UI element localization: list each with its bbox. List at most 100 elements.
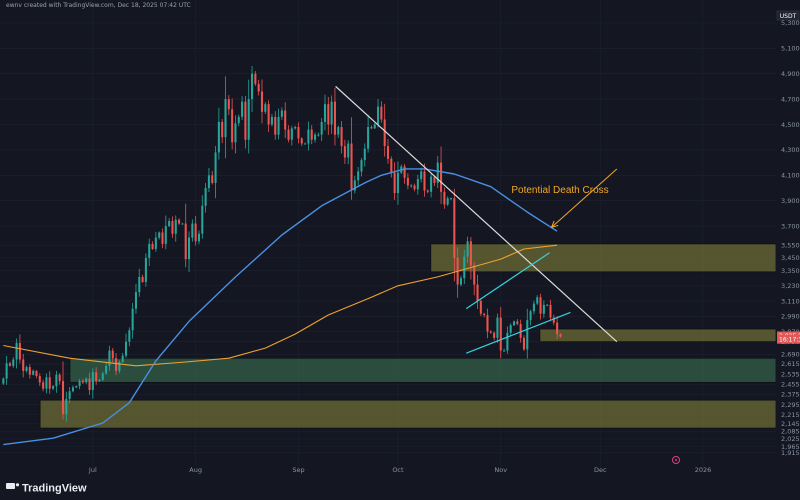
candle[interactable] — [386, 138, 390, 164]
candle[interactable] — [483, 312, 486, 318]
candle[interactable] — [115, 353, 118, 376]
candle[interactable] — [436, 156, 439, 189]
candle[interactable] — [251, 66, 254, 113]
candle[interactable] — [476, 274, 479, 309]
candle[interactable] — [284, 102, 287, 139]
candle[interactable] — [244, 95, 247, 149]
candle[interactable] — [453, 188, 456, 282]
candle[interactable] — [88, 372, 91, 395]
candle[interactable] — [241, 96, 244, 121]
candle[interactable] — [503, 348, 506, 352]
candle[interactable] — [174, 215, 177, 242]
candle[interactable] — [254, 71, 257, 86]
candle[interactable] — [360, 157, 363, 177]
candle[interactable] — [416, 174, 419, 195]
candle[interactable] — [184, 203, 187, 268]
candle[interactable] — [522, 335, 525, 352]
candle[interactable] — [542, 300, 545, 318]
candle[interactable] — [42, 379, 45, 392]
candle[interactable] — [473, 261, 476, 296]
candle[interactable] — [353, 175, 356, 194]
candle[interactable] — [350, 117, 353, 200]
candle[interactable] — [211, 170, 214, 185]
candle[interactable] — [304, 142, 307, 145]
candle[interactable] — [396, 161, 399, 205]
candle[interactable] — [257, 79, 260, 96]
candle[interactable] — [426, 189, 429, 194]
candle[interactable] — [141, 274, 144, 283]
candle[interactable] — [161, 228, 164, 249]
candle[interactable] — [5, 355, 8, 385]
candle[interactable] — [287, 125, 290, 143]
candle[interactable] — [45, 373, 48, 394]
candle[interactable] — [529, 309, 532, 326]
candle[interactable] — [466, 236, 469, 263]
candle[interactable] — [15, 338, 18, 369]
candle[interactable] — [178, 218, 181, 225]
candle[interactable] — [217, 107, 220, 160]
candle[interactable] — [58, 373, 61, 385]
candle[interactable] — [512, 320, 516, 327]
candle[interactable] — [128, 327, 131, 347]
candle[interactable] — [68, 387, 71, 404]
candle[interactable] — [310, 125, 313, 145]
candle[interactable] — [274, 111, 277, 140]
candle[interactable] — [171, 216, 174, 238]
candle[interactable] — [81, 378, 84, 384]
candle[interactable] — [277, 108, 280, 140]
candle[interactable] — [280, 107, 283, 120]
candle[interactable] — [367, 114, 370, 153]
price-axis-panel[interactable] — [776, 0, 800, 470]
candle[interactable] — [131, 302, 134, 339]
candle[interactable] — [317, 132, 320, 137]
candle[interactable] — [264, 102, 267, 115]
candle[interactable] — [134, 283, 137, 314]
candle[interactable] — [463, 249, 466, 285]
candle[interactable] — [201, 195, 204, 239]
candle[interactable] — [101, 371, 104, 382]
candle[interactable] — [323, 94, 327, 131]
candle[interactable] — [373, 122, 376, 129]
candle[interactable] — [75, 385, 78, 389]
candle[interactable] — [108, 345, 111, 371]
candle[interactable] — [516, 319, 519, 326]
candle[interactable] — [148, 238, 151, 267]
candle[interactable] — [52, 385, 55, 391]
candle[interactable] — [539, 293, 542, 320]
candle[interactable] — [446, 196, 449, 207]
candle[interactable] — [95, 367, 98, 385]
candle[interactable] — [168, 218, 171, 228]
candle[interactable] — [403, 163, 406, 184]
candle[interactable] — [314, 132, 317, 143]
candle[interactable] — [420, 167, 423, 183]
candle[interactable] — [71, 385, 74, 393]
candle[interactable] — [32, 369, 35, 376]
candle[interactable] — [138, 268, 141, 297]
candle[interactable] — [144, 253, 147, 287]
candle[interactable] — [227, 95, 230, 116]
candle[interactable] — [290, 125, 293, 146]
candle[interactable] — [22, 353, 25, 378]
candle[interactable] — [496, 313, 499, 343]
candle[interactable] — [38, 373, 41, 386]
candle[interactable] — [2, 377, 5, 385]
candle[interactable] — [61, 361, 65, 420]
candle[interactable] — [459, 275, 462, 287]
candle[interactable] — [194, 215, 197, 246]
candle[interactable] — [486, 308, 489, 339]
candle[interactable] — [493, 331, 496, 341]
candles-layer[interactable] — [2, 66, 562, 423]
candle[interactable] — [430, 172, 433, 198]
candle[interactable] — [300, 137, 303, 146]
candle[interactable] — [85, 377, 88, 385]
candle[interactable] — [377, 98, 380, 128]
candle[interactable] — [55, 370, 58, 393]
candle[interactable] — [559, 333, 562, 338]
candle[interactable] — [469, 237, 472, 280]
candle[interactable] — [519, 319, 522, 343]
candle[interactable] — [187, 231, 191, 272]
candle[interactable] — [479, 298, 482, 317]
candle[interactable] — [78, 378, 81, 390]
candle[interactable] — [499, 306, 502, 359]
